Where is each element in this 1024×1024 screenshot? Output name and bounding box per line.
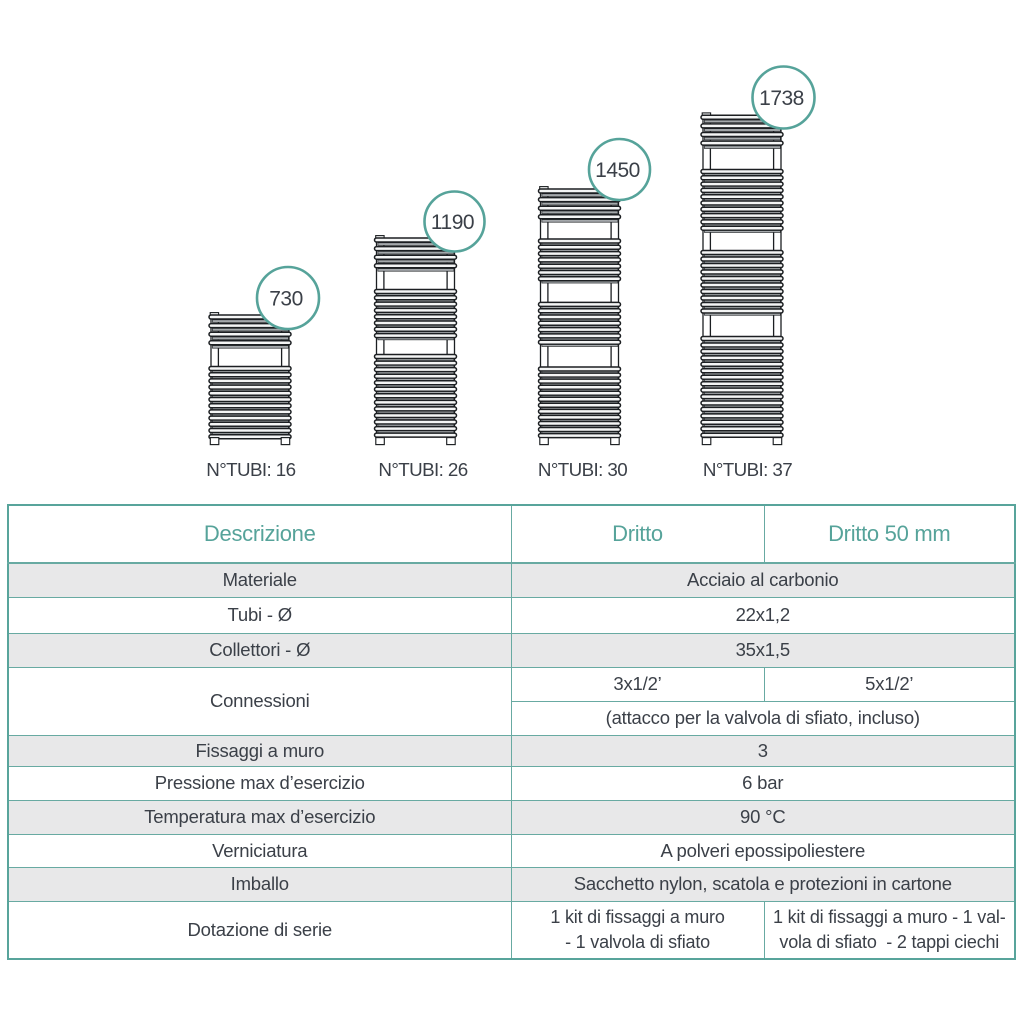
svg-text:1738: 1738 <box>759 87 804 110</box>
svg-text:730: 730 <box>269 288 303 311</box>
svg-text:N°TUBI: 16: N°TUBI: 16 <box>206 459 295 480</box>
svg-text:1190: 1190 <box>431 211 474 234</box>
svg-text:N°TUBI: 30: N°TUBI: 30 <box>538 459 627 480</box>
svg-text:N°TUBI: 26: N°TUBI: 26 <box>378 459 467 480</box>
svg-text:1450: 1450 <box>595 159 640 182</box>
svg-text:N°TUBI: 37: N°TUBI: 37 <box>703 459 792 480</box>
